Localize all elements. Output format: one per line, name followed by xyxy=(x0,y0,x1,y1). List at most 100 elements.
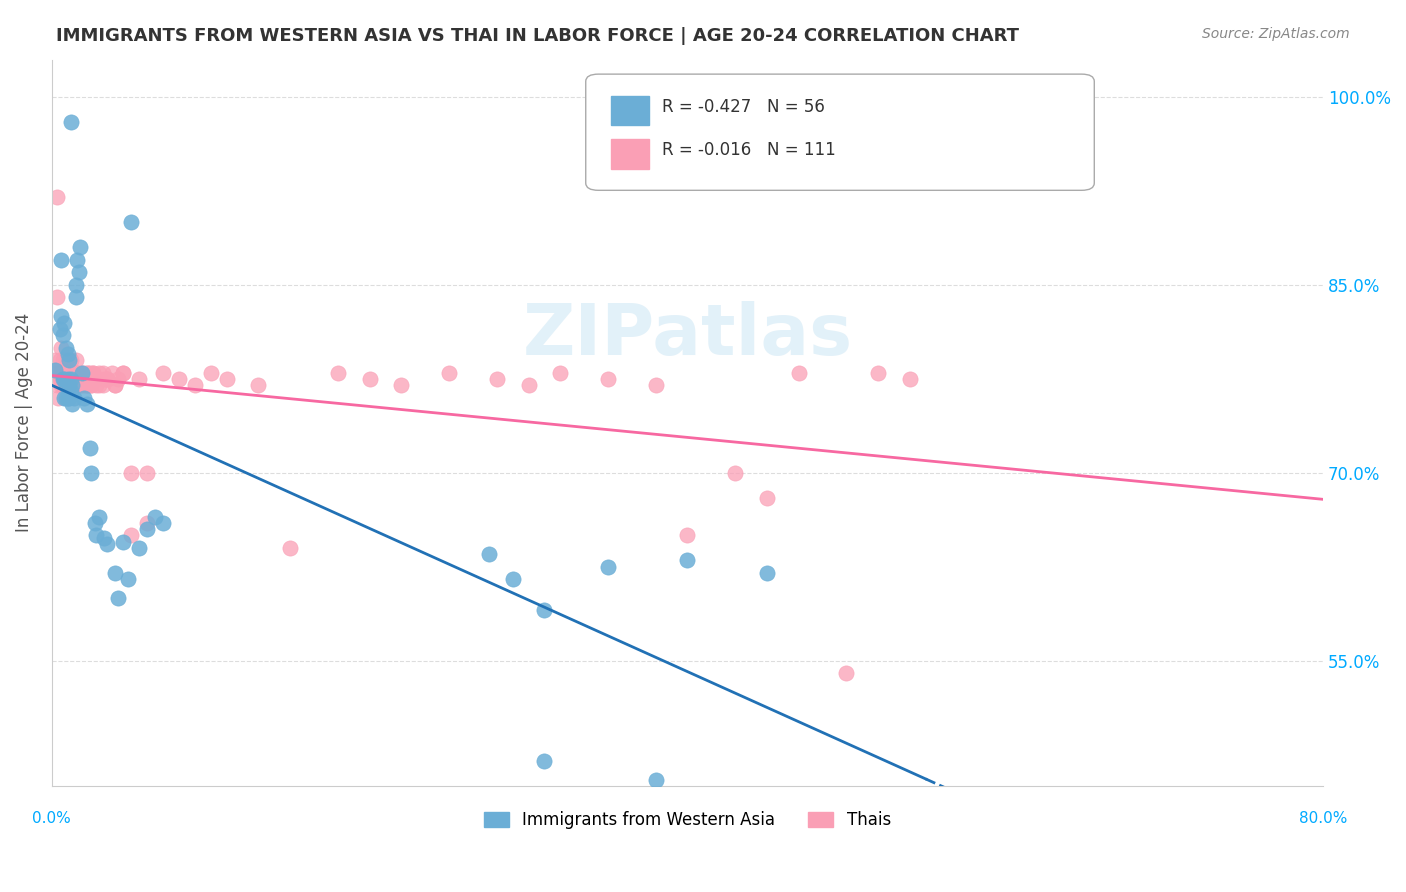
Point xyxy=(485,372,508,386)
Point xyxy=(76,372,98,386)
Point xyxy=(835,666,858,681)
Point xyxy=(66,252,89,267)
Point xyxy=(58,353,80,368)
Point xyxy=(70,378,93,392)
Point xyxy=(104,378,127,392)
Point xyxy=(136,516,159,530)
Point xyxy=(247,378,270,392)
Point xyxy=(59,353,82,368)
Point xyxy=(65,366,87,380)
Point xyxy=(93,372,115,386)
Point xyxy=(550,366,572,380)
Point xyxy=(77,378,100,392)
Bar xyxy=(612,139,650,169)
Point xyxy=(89,366,111,380)
Point xyxy=(72,372,94,386)
Point xyxy=(437,366,460,380)
Point xyxy=(65,372,87,386)
Point xyxy=(644,378,666,392)
Point xyxy=(51,341,73,355)
Point xyxy=(62,397,84,411)
Point xyxy=(533,603,555,617)
Point xyxy=(76,397,98,411)
Point xyxy=(79,366,101,380)
Point xyxy=(56,378,79,392)
Point xyxy=(326,366,349,380)
Point xyxy=(53,316,76,330)
Point xyxy=(58,372,80,386)
Point xyxy=(80,466,103,480)
Point xyxy=(96,372,118,386)
Point xyxy=(77,366,100,380)
Point xyxy=(112,366,135,380)
Point xyxy=(52,353,75,368)
Point xyxy=(93,531,115,545)
Point xyxy=(48,372,70,386)
Point xyxy=(101,366,124,380)
Point xyxy=(84,528,107,542)
Point xyxy=(44,363,66,377)
Point xyxy=(69,372,91,386)
Point xyxy=(44,353,66,368)
Point xyxy=(55,366,77,380)
Point xyxy=(69,372,91,386)
Point xyxy=(136,466,159,480)
Point xyxy=(56,372,79,386)
Point xyxy=(89,378,111,392)
Point xyxy=(62,378,84,392)
Point xyxy=(84,372,107,386)
Point xyxy=(45,291,67,305)
Point xyxy=(70,366,93,380)
Point xyxy=(676,553,699,567)
Point xyxy=(55,353,77,368)
Point xyxy=(55,372,77,386)
Point xyxy=(63,372,86,386)
Point xyxy=(53,391,76,405)
Point xyxy=(83,372,105,386)
Point xyxy=(478,547,501,561)
Point xyxy=(59,115,82,129)
Point xyxy=(51,372,73,386)
Point xyxy=(63,378,86,392)
Point xyxy=(58,366,80,380)
Point xyxy=(533,754,555,768)
Point xyxy=(80,378,103,392)
Point xyxy=(79,372,101,386)
Point xyxy=(868,366,890,380)
Point xyxy=(96,372,118,386)
Point xyxy=(84,378,107,392)
Point xyxy=(117,572,139,586)
Point xyxy=(48,353,70,368)
Point xyxy=(66,378,89,392)
Point xyxy=(80,378,103,392)
Point xyxy=(67,366,90,380)
Point xyxy=(63,366,86,380)
Point xyxy=(112,534,135,549)
Point xyxy=(755,491,778,505)
Point xyxy=(152,366,174,380)
Point xyxy=(596,559,619,574)
Point xyxy=(676,528,699,542)
Text: IMMIGRANTS FROM WESTERN ASIA VS THAI IN LABOR FORCE | AGE 20-24 CORRELATION CHAR: IMMIGRANTS FROM WESTERN ASIA VS THAI IN … xyxy=(56,27,1019,45)
Point xyxy=(72,391,94,405)
Point xyxy=(724,466,747,480)
Point xyxy=(51,310,73,324)
Text: 0.0%: 0.0% xyxy=(32,811,72,826)
Point xyxy=(62,372,84,386)
Point xyxy=(79,441,101,455)
Point xyxy=(143,509,166,524)
Point xyxy=(136,522,159,536)
Point xyxy=(107,372,129,386)
Point xyxy=(787,366,810,380)
Point xyxy=(76,378,98,392)
Point xyxy=(46,366,69,380)
Legend: Immigrants from Western Asia, Thais: Immigrants from Western Asia, Thais xyxy=(477,805,898,836)
Point xyxy=(517,378,540,392)
Point xyxy=(45,190,67,204)
Point xyxy=(52,372,75,386)
Point xyxy=(120,466,142,480)
Point xyxy=(502,572,524,586)
Text: ZIPatlas: ZIPatlas xyxy=(523,301,852,370)
Point xyxy=(644,772,666,787)
Point xyxy=(52,328,75,343)
